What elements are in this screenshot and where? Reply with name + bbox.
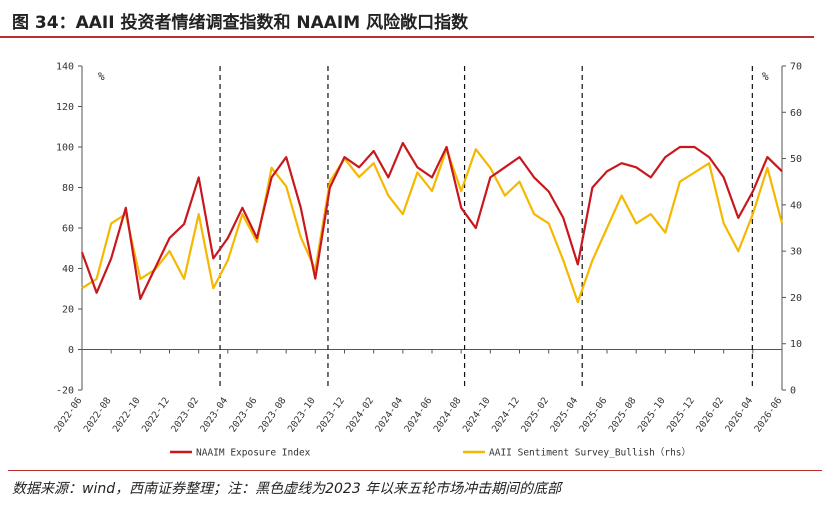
x-tick-label: 2025-06 [577, 395, 609, 434]
y-right-tick-label: 20 [790, 293, 802, 304]
y-right-tick-label: 60 [790, 108, 802, 119]
source-divider [8, 470, 822, 471]
x-tick-label: 2024-12 [490, 395, 522, 434]
title-row: 图 34：AAII 投资者情绪调查指数和 NAAIM 风险敞口指数 [8, 6, 822, 36]
x-tick-label: 2023-04 [198, 395, 230, 434]
y-left-tick-label: 0 [68, 345, 74, 356]
y-left-unit: % [98, 70, 105, 83]
series-layer [80, 141, 784, 304]
series-aaii-line [81, 148, 784, 304]
y-right-tick-label: 50 [790, 154, 802, 165]
chart-title: 图 34：AAII 投资者情绪调查指数和 NAAIM 风险敞口指数 [12, 13, 469, 33]
x-tick-label: 2022-06 [52, 395, 84, 434]
y-left-tick-label: 100 [56, 143, 74, 154]
y-right-tick-label: 70 [790, 62, 802, 73]
dashed-markers [219, 66, 753, 390]
legend-aaii-label: AAII Sentiment Survey_Bullish（rhs） [489, 447, 691, 459]
legend-naaim-label: NAAIM Exposure Index [196, 448, 311, 459]
source-note: 数据来源：wind，西南证券整理；注：黑色虚线为2023 年以来五轮市场冲击期间… [12, 481, 562, 497]
x-tick-label: 2025-10 [636, 395, 668, 434]
x-tick-label: 2026-02 [694, 395, 726, 434]
x-tick-label: 2023-08 [257, 395, 289, 434]
y-right-unit: % [762, 70, 769, 83]
x-tick-label: 2022-10 [111, 395, 143, 434]
x-tick-label: 2023-12 [315, 395, 347, 434]
x-tick-label: 2024-10 [461, 395, 493, 434]
x-tick-label: 2025-04 [548, 395, 580, 434]
y-right-tick-label: 0 [790, 386, 796, 397]
x-tick-label: 2024-06 [402, 395, 434, 434]
series-naaim-line [80, 141, 783, 300]
y-right-tick-label: 10 [790, 339, 802, 350]
x-tick-label: 2023-10 [286, 395, 318, 434]
x-tick-label: 2022-08 [82, 395, 114, 434]
x-tick-label: 2025-02 [519, 395, 551, 434]
legend: NAAIM Exposure Index AAII Sentiment Surve… [170, 447, 691, 459]
x-tick-label: 2026-04 [723, 395, 755, 434]
x-tick-label: 2024-02 [344, 395, 376, 434]
x-tick-label: 2025-08 [607, 395, 639, 434]
x-tick-label: 2023-02 [169, 395, 201, 434]
x-tick-label: 2022-12 [140, 395, 172, 434]
y-left-tick-label: 40 [62, 264, 74, 275]
y-left-tick-label: 80 [62, 183, 74, 194]
x-tick-label: 2025-12 [665, 395, 697, 434]
title-divider [0, 36, 814, 38]
y-left-tick-label: 140 [56, 62, 74, 73]
x-tick-label: 2024-08 [432, 395, 464, 434]
y-right-tick-label: 30 [790, 247, 802, 258]
y-right-tick-label: 40 [790, 200, 802, 211]
y-left-tick-label: 120 [56, 102, 74, 113]
y-left-tick-label: 60 [62, 224, 74, 235]
x-tick-label: 2023-06 [227, 395, 259, 434]
chart: -20 0 20 40 60 80 100 120 140 0 10 20 30 40 50 60 70% % 20… [52, 62, 802, 459]
y-left-tick-label: -20 [56, 386, 74, 397]
x-tick-label: 2024-04 [373, 395, 405, 434]
x-tick-label: 2026-06 [752, 395, 784, 434]
y-left-tick-label: 20 [62, 305, 74, 316]
